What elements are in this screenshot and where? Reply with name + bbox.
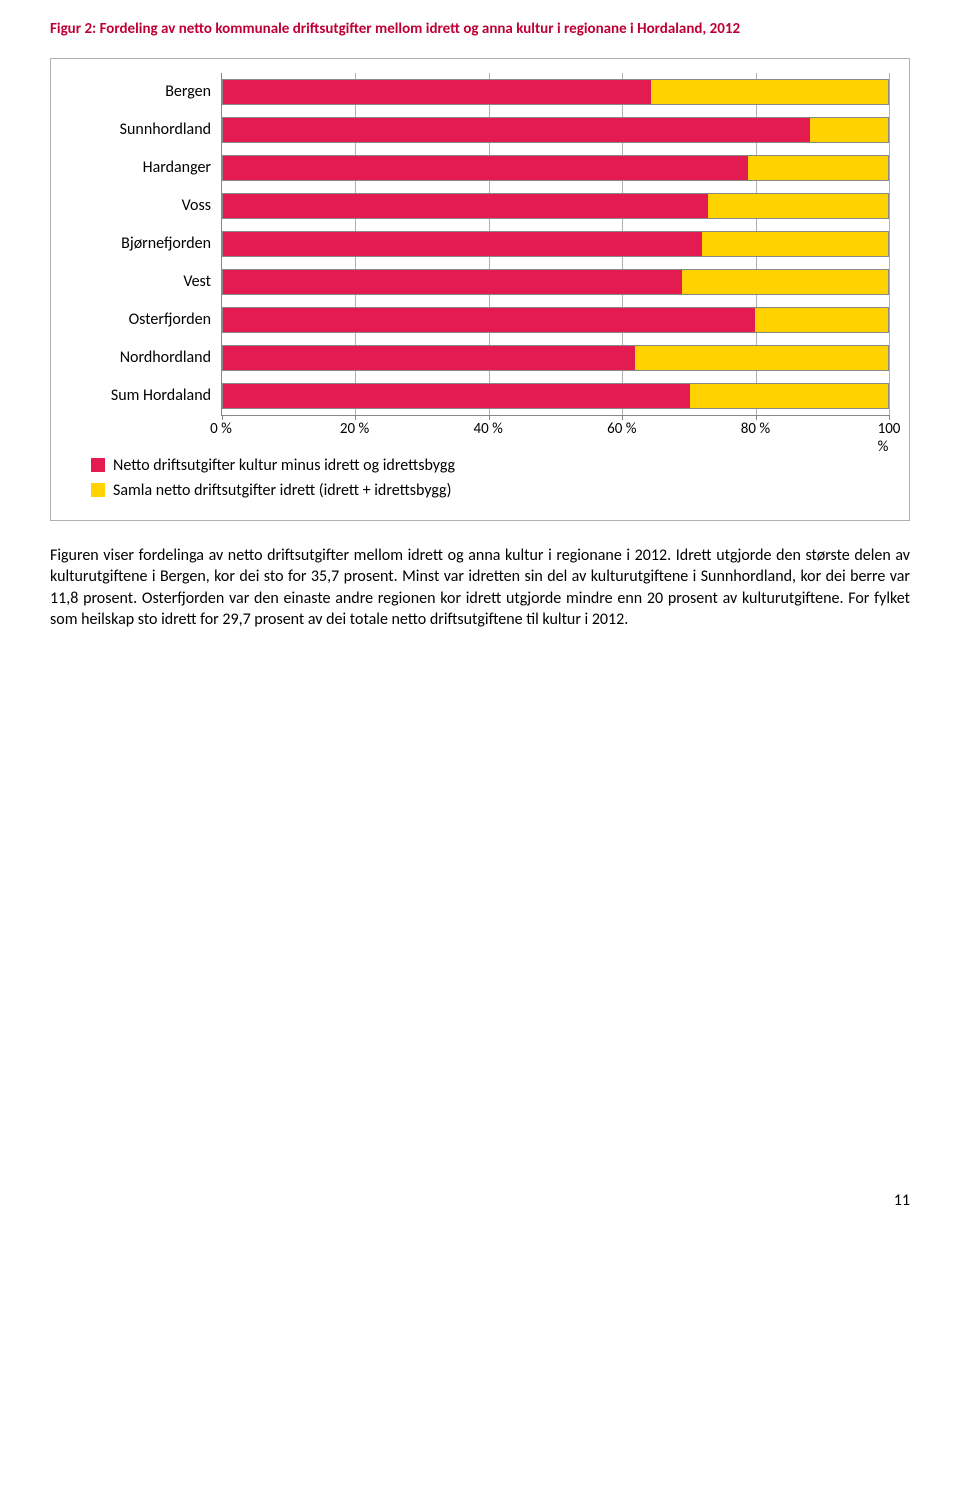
stacked-bar (222, 269, 889, 295)
bar-row (222, 301, 889, 339)
stacked-bar (222, 307, 889, 333)
plot-area (221, 73, 889, 416)
figure-title: Figur 2: Fordeling av netto kommunale dr… (50, 20, 910, 40)
x-axis-tick-label: 80 % (741, 420, 770, 438)
legend-label-series1: Netto driftsutgifter kultur minus idrett… (113, 456, 455, 475)
chart-container: BergenSunnhordlandHardangerVossBjørnefjo… (50, 58, 910, 521)
bar-row (222, 225, 889, 263)
bar-segment-series2 (635, 346, 888, 370)
stacked-bar (222, 231, 889, 257)
figure-title-prefix: Figur 2: (50, 20, 100, 38)
y-axis-label: Nordhordland (61, 339, 221, 377)
y-axis-label: Vest (61, 263, 221, 301)
figure-title-text: Fordeling av netto kommunale driftsutgif… (100, 20, 741, 38)
x-axis-tick-label: 20 % (340, 420, 369, 438)
x-axis-tick-label: 60 % (607, 420, 636, 438)
bar-row (222, 73, 889, 111)
bar-segment-series1 (223, 232, 702, 256)
bar-segment-series2 (810, 118, 888, 142)
bar-row (222, 263, 889, 301)
bar-row (222, 187, 889, 225)
y-axis-label: Osterfjorden (61, 301, 221, 339)
x-axis-tick-label: 0 % (210, 420, 232, 438)
chart-grid: BergenSunnhordlandHardangerVossBjørnefjo… (61, 73, 899, 416)
bar-row (222, 377, 889, 415)
legend-item-series1: Netto driftsutgifter kultur minus idrett… (91, 456, 899, 475)
legend: Netto driftsutgifter kultur minus idrett… (61, 456, 899, 500)
bar-row (222, 149, 889, 187)
bar-segment-series1 (223, 194, 708, 218)
bar-row (222, 339, 889, 377)
bar-segment-series2 (748, 156, 888, 180)
page-number: 11 (50, 1191, 910, 1210)
y-axis-label: Sunnhordland (61, 111, 221, 149)
stacked-bar (222, 345, 889, 371)
legend-swatch-series2 (91, 483, 105, 497)
y-axis-label: Sum Hordaland (61, 377, 221, 415)
y-axis-label: Bergen (61, 73, 221, 111)
bar-segment-series1 (223, 118, 810, 142)
x-axis: 0 %20 %40 %60 %80 %100 % (221, 418, 889, 442)
bar-segment-series2 (682, 270, 888, 294)
y-axis-label: Bjørnefjorden (61, 225, 221, 263)
stacked-bar (222, 155, 889, 181)
bar-row (222, 111, 889, 149)
bar-segment-series1 (223, 346, 635, 370)
bars-container (222, 73, 889, 415)
bar-segment-series2 (702, 232, 888, 256)
bar-segment-series1 (223, 80, 651, 104)
x-axis-tick-label: 40 % (474, 420, 503, 438)
bar-segment-series2 (755, 308, 888, 332)
bar-segment-series2 (708, 194, 888, 218)
bar-segment-series2 (651, 80, 888, 104)
y-axis-label: Voss (61, 187, 221, 225)
bar-segment-series1 (223, 156, 748, 180)
bar-segment-series2 (690, 384, 888, 408)
stacked-bar (222, 193, 889, 219)
x-axis-tick-label: 100 % (878, 420, 901, 456)
legend-item-series2: Samla netto driftsutgifter idrett (idret… (91, 481, 899, 500)
legend-label-series2: Samla netto driftsutgifter idrett (idret… (113, 481, 451, 500)
bar-segment-series1 (223, 384, 690, 408)
stacked-bar (222, 79, 889, 105)
x-axis-row: 0 %20 %40 %60 %80 %100 % (61, 416, 899, 442)
stacked-bar (222, 117, 889, 143)
y-axis-labels: BergenSunnhordlandHardangerVossBjørnefjo… (61, 73, 221, 416)
body-paragraph: Figuren viser fordelinga av netto drifts… (50, 545, 910, 631)
y-axis-label: Hardanger (61, 149, 221, 187)
bar-segment-series1 (223, 308, 755, 332)
legend-swatch-series1 (91, 458, 105, 472)
bar-segment-series1 (223, 270, 682, 294)
gridline (889, 73, 890, 415)
stacked-bar (222, 383, 889, 409)
